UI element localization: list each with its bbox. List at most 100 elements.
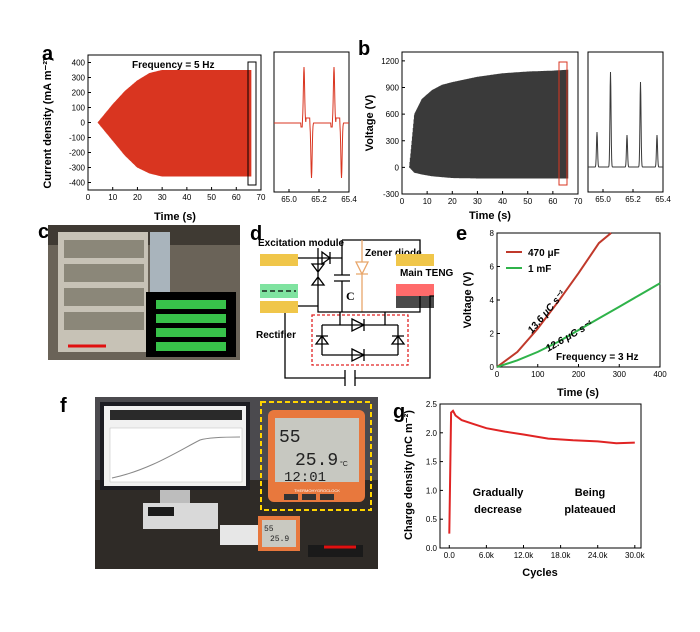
d-zener-label: Zener diode — [365, 248, 422, 259]
d-teng-red-layer — [396, 284, 434, 296]
g-x-tick-label: 18.0k — [551, 551, 572, 560]
panel-letter-a: a — [42, 43, 54, 65]
a-x-tick-label: 0 — [86, 193, 91, 202]
f-photo-setup: 55 25.9 55 25.9 °C 12:01 THERMOHYGROCLOC… — [95, 397, 378, 569]
panel-letter-d: d — [250, 223, 262, 245]
g-y-tick-label: 2.5 — [426, 400, 438, 409]
f-lcd-humidity: 55 — [279, 428, 301, 448]
a-zoom-window-marker — [247, 61, 257, 186]
d-excitation-top-layer — [260, 254, 298, 266]
panel-letter-g: g — [393, 401, 405, 423]
b-voltage-waveform — [409, 69, 569, 179]
b-waveform-trace — [409, 69, 569, 179]
d-teng-dark-layer — [396, 296, 434, 308]
e-y-tick-label: 4 — [490, 296, 495, 305]
b-x-tick-label: 20 — [448, 197, 457, 206]
b-inset-x-tick-label: 65.0 — [595, 195, 611, 204]
a-frequency-annotation: Frequency = 5 Hz — [132, 60, 215, 71]
a-y-tick-label: 300 — [72, 74, 86, 83]
f-zoom-highlight — [260, 401, 372, 511]
e-x-tick-label: 200 — [572, 370, 586, 379]
g-x-tick-label: 30.0k — [625, 551, 646, 560]
e-x-tick-label: 0 — [495, 370, 500, 379]
a-y-tick-label: -400 — [69, 179, 86, 188]
g-x-axis-label: Cycles — [522, 567, 557, 579]
e-y-tick-label: 8 — [490, 229, 495, 238]
b-y-axis-label: Voltage (V) — [364, 94, 376, 151]
b-y-tick-label: -300 — [383, 190, 400, 199]
a-inset-x-tick-label: 65.4 — [341, 195, 357, 204]
a-y-axis-label: Current density (mA m⁻²) — [42, 57, 54, 189]
b-axes-frame — [401, 51, 579, 195]
d-main-teng-label: Main TENG — [400, 268, 454, 279]
a-inset-x-tick-label: 65.0 — [281, 195, 297, 204]
a-x-tick-label: 20 — [133, 193, 142, 202]
f-lcd-temp-unit: °C — [340, 460, 348, 468]
d-circuit-diagram: Excitation module Zener diode Main TENG … — [256, 238, 454, 386]
e-y-tick-label: 6 — [490, 263, 495, 272]
b-inset-x-tick-label: 65.4 — [655, 195, 671, 204]
panel-letter-f: f — [60, 395, 67, 417]
b-x-tick-label: 60 — [548, 197, 557, 206]
g-y-tick-label: 1.5 — [426, 458, 438, 467]
panel-letter-c: c — [38, 221, 49, 243]
b-x-tick-label: 70 — [574, 197, 583, 206]
panel-b-inset-chart: 65.0 65.2 65.4 — [587, 51, 671, 204]
g-y-tick-label: 0.0 — [426, 544, 438, 553]
a-current-density-waveform — [97, 70, 252, 177]
d-rectifier-box — [311, 314, 409, 366]
e-x-tick-label: 400 — [653, 370, 667, 379]
f-small-lcd-2: 25.9 — [270, 535, 289, 544]
e-y-tick-label: 0 — [490, 363, 495, 372]
e-y-axis-label: Voltage (V) — [462, 271, 474, 328]
g-annotation-being: Being — [575, 487, 606, 499]
g-x-tick-label: 24.0k — [588, 551, 609, 560]
b-y-tick-label: 0 — [395, 163, 400, 172]
e-x-tick-label: 100 — [531, 370, 545, 379]
a-x-tick-label: 50 — [207, 193, 216, 202]
b-y-tick-label: 1200 — [381, 57, 399, 66]
b-x-tick-label: 10 — [423, 197, 432, 206]
a-waveform-trace — [97, 70, 252, 177]
e-legend-label: 470 μF — [528, 248, 560, 259]
a-inset-waveform — [274, 66, 349, 179]
e-annotation-470uF-rate: 13.6 μC s⁻¹ — [526, 288, 569, 336]
b-zoom-window-marker — [558, 61, 568, 186]
b-x-tick-label: 30 — [473, 197, 482, 206]
f-lcd-time: 12:01 — [284, 470, 326, 486]
g-y-tick-label: 2.0 — [426, 429, 438, 438]
e-frequency-annotation: Frequency = 3 Hz — [556, 352, 639, 363]
a-x-tick-label: 10 — [108, 193, 117, 202]
b-y-tick-label: 300 — [386, 137, 400, 146]
f-thermometer-brand: THERMOHYGROCLOCK — [294, 488, 340, 493]
e-legend: 470 μF 1 mF — [506, 248, 560, 275]
e-series-line-1 — [496, 282, 661, 368]
a-x-tick-label: 70 — [257, 193, 266, 202]
f-small-lcd-1: 55 — [264, 525, 274, 534]
b-y-tick-label: 600 — [386, 110, 400, 119]
a-x-tick-label: 60 — [232, 193, 241, 202]
g-x-tick-label: 12.0k — [514, 551, 535, 560]
e-series-line-0 — [496, 232, 612, 368]
a-x-axis-label: Time (s) — [154, 211, 196, 223]
a-inset-frame — [273, 51, 350, 193]
g-y-tick-label: 0.5 — [426, 515, 438, 524]
g-axes-frame — [439, 403, 642, 549]
g-y-tick-label: 1.0 — [426, 486, 438, 495]
b-inset-frame — [587, 51, 664, 193]
panel-a-inset-chart: 65.0 65.2 65.4 — [273, 51, 357, 204]
f-lcd-temperature: 25.9 — [295, 451, 338, 471]
a-inset-x-tick-label: 65.2 — [311, 195, 327, 204]
a-y-tick-label: -200 — [69, 149, 86, 158]
g-annotation-plateaued: plateaued — [564, 504, 615, 516]
a-y-tick-label: -100 — [69, 134, 86, 143]
b-inset-waveform — [588, 71, 663, 168]
a-x-tick-label: 30 — [158, 193, 167, 202]
e-x-tick-label: 300 — [613, 370, 627, 379]
d-excitation-bottom-layer — [260, 301, 298, 313]
d-rectifier-label: Rectifier — [256, 330, 296, 341]
b-x-axis-label: Time (s) — [469, 210, 511, 222]
g-x-tick-label: 6.0k — [479, 551, 495, 560]
